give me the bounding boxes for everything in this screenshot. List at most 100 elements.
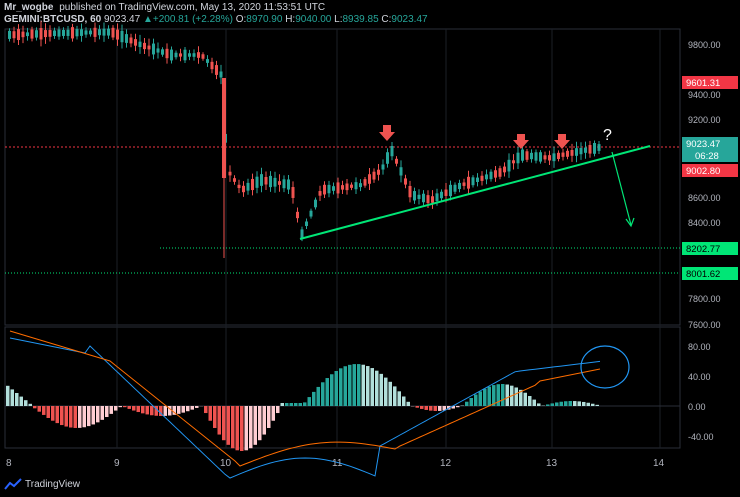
time-tick: 12 — [440, 458, 452, 469]
candle-body — [471, 177, 475, 186]
histogram-bar — [501, 384, 505, 406]
price-tick: 9800.00 — [688, 40, 721, 50]
histogram-bar — [213, 406, 217, 428]
ascending-trendline[interactable] — [299, 145, 651, 240]
candle-body — [93, 27, 97, 37]
candle-body — [8, 30, 11, 39]
candle-body — [156, 48, 160, 53]
candle-body — [300, 229, 304, 239]
candle-body — [444, 189, 448, 196]
histogram-bar — [33, 406, 37, 409]
histogram-bar — [303, 402, 307, 406]
time-tick: 11 — [332, 458, 343, 469]
histogram-bar — [523, 392, 527, 406]
candle-body — [593, 143, 596, 154]
price-tag-8001: 8001.62 — [686, 269, 720, 280]
candle-body — [21, 31, 25, 38]
candle-body — [255, 176, 259, 188]
histogram-bar — [253, 406, 257, 445]
published-info: published on TradingView.com, May 13, 20… — [59, 2, 326, 13]
candle-body — [278, 181, 281, 185]
histogram-bar — [586, 402, 590, 406]
histogram-bar — [249, 406, 253, 449]
footer-brand[interactable]: TradingView — [25, 478, 81, 490]
candle-body — [552, 153, 556, 162]
histogram-bar — [402, 396, 406, 406]
histogram-bar — [78, 406, 82, 428]
histogram-bar — [307, 397, 311, 406]
histogram-bar — [406, 401, 410, 406]
time-axis[interactable]: 8 9 10 11 12 13 14 — [6, 458, 665, 469]
candle-body — [408, 185, 412, 198]
histogram-bar — [172, 406, 176, 415]
candle-body — [422, 193, 425, 203]
candle-body — [89, 30, 92, 35]
histogram-bar — [343, 366, 347, 406]
histogram-bar — [388, 381, 392, 406]
histogram-bar — [294, 403, 298, 406]
histogram-bar — [24, 400, 28, 406]
histogram-bar — [568, 401, 572, 406]
candle-body — [453, 184, 457, 192]
tradingview-logo-icon — [4, 478, 22, 490]
candle-body — [350, 184, 353, 188]
candle-body — [516, 152, 520, 164]
time-tick: 13 — [546, 458, 558, 469]
candle-body — [287, 179, 290, 190]
candle-body — [17, 29, 20, 41]
last-price: 9023.47 — [104, 14, 141, 25]
histogram-bar — [64, 406, 68, 427]
candle-body — [597, 144, 601, 151]
histogram-bar — [19, 396, 23, 406]
ticker-symbol[interactable]: GEMINI:BTCUSD, 60 — [4, 14, 102, 25]
candle-body — [66, 29, 70, 36]
candle-body — [426, 195, 430, 204]
candle-body — [332, 186, 335, 191]
candle-body — [165, 48, 169, 59]
histogram-bar — [361, 364, 365, 406]
histogram-bar — [96, 406, 100, 423]
histogram-bar — [123, 406, 127, 408]
histogram-bar — [208, 406, 212, 421]
macd-axis[interactable]: 80.00 40.00 0.00 -40.00 — [688, 342, 714, 442]
candle-body — [525, 151, 529, 160]
price-tag-last: 9023.47 — [686, 139, 720, 150]
candle-body — [305, 221, 308, 227]
price-axis[interactable]: 9800.00 9400.00 9200.00 8600.00 8400.00 … — [688, 40, 721, 330]
signal-line — [9, 330, 601, 467]
histogram-bar — [366, 366, 370, 406]
histogram-bar — [379, 373, 383, 406]
candle-body — [35, 30, 38, 38]
candle-body — [30, 29, 34, 39]
histogram-bar — [82, 406, 86, 428]
macd-tick: -40.00 — [688, 432, 714, 442]
histogram-bar — [150, 406, 154, 416]
histogram-bar — [10, 389, 14, 406]
price-tag-9002: 9002.80 — [686, 166, 720, 177]
candle-body — [467, 176, 470, 189]
histogram-bar — [222, 406, 226, 441]
candle-body — [588, 145, 592, 154]
candle-body — [435, 193, 439, 202]
candle-body — [39, 28, 43, 40]
histogram-bar — [168, 406, 172, 416]
candle-body — [197, 52, 200, 58]
candle-body — [170, 49, 173, 61]
author-name[interactable]: Mr_wogbe — [4, 2, 54, 13]
candle-body — [548, 155, 551, 161]
histogram-bar — [438, 406, 442, 411]
candle-body — [44, 30, 47, 38]
histogram-bar — [231, 406, 235, 449]
candle-body — [125, 34, 128, 43]
histogram-bar — [420, 406, 424, 409]
candle-body — [107, 28, 110, 36]
macd-circle-annotation — [580, 345, 630, 389]
histogram-bar — [415, 406, 419, 408]
candle-body — [134, 39, 137, 46]
histogram-bar — [370, 368, 374, 406]
price-pane[interactable] — [4, 28, 681, 326]
candle-body — [210, 61, 214, 70]
histogram-bar — [105, 406, 109, 417]
candle-body — [12, 31, 16, 39]
